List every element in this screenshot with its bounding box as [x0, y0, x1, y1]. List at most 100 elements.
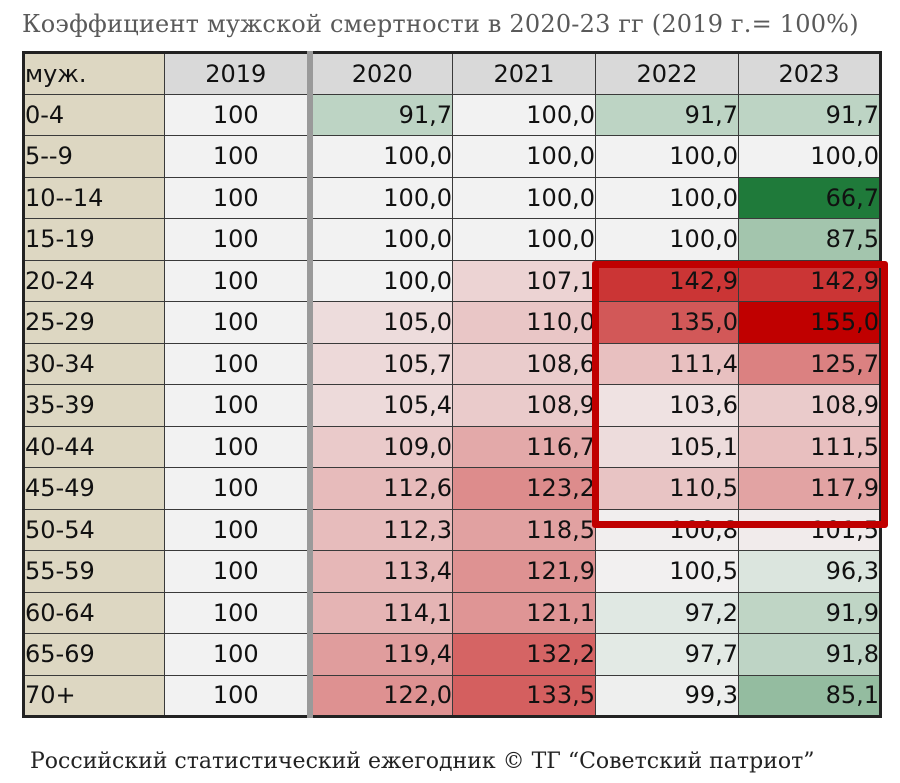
heatmap-cell: 100,0 [452, 135, 596, 178]
heatmap-cell: 100,0 [306, 176, 453, 219]
base-value-cell: 100 [164, 93, 310, 136]
heatmap-cell: 100,8 [595, 508, 739, 551]
heatmap-cell: 142,9 [595, 259, 739, 302]
table-row: 50-54 100 112,3 118,5 100,8 101,5 [23, 508, 881, 551]
heatmap-cell: 100,0 [452, 93, 596, 136]
heatmap-cell: 105,7 [306, 342, 453, 385]
column-header-base: 2019 [164, 52, 310, 95]
source-footer: Российский статистический ежегодник © ТГ… [30, 749, 815, 774]
heatmap-cell: 119,4 [306, 633, 453, 676]
base-value-cell: 100 [164, 135, 310, 178]
row-label: 30-34 [23, 342, 165, 385]
heatmap-cell: 100,0 [306, 218, 453, 261]
heatmap-cell: 100,0 [595, 176, 739, 219]
base-value-cell: 100 [164, 674, 310, 717]
heatmap-cell: 91,8 [738, 633, 881, 676]
table-row: 65-69 100 119,4 132,2 97,7 91,8 [23, 633, 881, 676]
base-value-cell: 100 [164, 301, 310, 344]
heatmap-cell: 91,7 [738, 93, 881, 136]
heatmap-cell: 112,6 [306, 467, 453, 510]
row-label: 5--9 [23, 135, 165, 178]
row-label: 55-59 [23, 550, 165, 593]
heatmap-cell: 121,9 [452, 550, 596, 593]
row-label: 45-49 [23, 467, 165, 510]
heatmap-cell: 118,5 [452, 508, 596, 551]
heatmap-cell: 111,4 [595, 342, 739, 385]
base-value-cell: 100 [164, 508, 310, 551]
table-row: 10--14 100 100,0 100,0 100,0 66,7 [23, 176, 881, 219]
base-value-cell: 100 [164, 591, 310, 634]
heatmap-cell: 100,0 [738, 135, 881, 178]
corner-label: муж. [23, 52, 165, 95]
heatmap-cell: 105,0 [306, 301, 453, 344]
heatmap-cell: 114,1 [306, 591, 453, 634]
heatmap-cell: 100,5 [595, 550, 739, 593]
heatmap-cell: 91,7 [595, 93, 739, 136]
heatmap-cell: 110,5 [595, 467, 739, 510]
table-row: 15-19 100 100,0 100,0 100,0 87,5 [23, 218, 881, 261]
heatmap-cell: 116,7 [452, 425, 596, 468]
base-value-cell: 100 [164, 425, 310, 468]
heatmap-body: 0-4 100 91,7 100,0 91,7 91,7 5--9 100 100,0 100,0… [23, 93, 881, 717]
heatmap-cell: 121,1 [452, 591, 596, 634]
heatmap-cell: 99,3 [595, 674, 739, 717]
heatmap-cell: 105,4 [306, 384, 453, 427]
heatmap-cell: 87,5 [738, 218, 881, 261]
heatmap-cell: 155,0 [738, 301, 881, 344]
column-header-1: 2021 [452, 52, 596, 95]
row-label: 65-69 [23, 633, 165, 676]
heatmap-cell: 125,7 [738, 342, 881, 385]
table-row: 35-39 100 105,4 108,9 103,6 108,9 [23, 384, 881, 427]
row-label: 35-39 [23, 384, 165, 427]
table-row: 40-44 100 109,0 116,7 105,1 111,5 [23, 425, 881, 468]
heatmap-cell: 109,0 [306, 425, 453, 468]
base-value-cell: 100 [164, 342, 310, 385]
base-value-cell: 100 [164, 550, 310, 593]
row-label: 70+ [23, 674, 165, 717]
heatmap-cell: 103,6 [595, 384, 739, 427]
heatmap-cell: 107,1 [452, 259, 596, 302]
heatmap-cell: 117,9 [738, 467, 881, 510]
heatmap-cell: 142,9 [738, 259, 881, 302]
heatmap-cell: 112,3 [306, 508, 453, 551]
heatmap-cell: 97,7 [595, 633, 739, 676]
mortality-heatmap-table: муж. 2019 2020 2021 2022 2023 0-4 100 91,7… [22, 51, 882, 718]
heatmap-cell: 66,7 [738, 176, 881, 219]
row-label: 50-54 [23, 508, 165, 551]
heatmap-cell: 105,1 [595, 425, 739, 468]
table-row: 20-24 100 100,0 107,1 142,9 142,9 [23, 259, 881, 302]
column-header-2: 2022 [595, 52, 739, 95]
base-value-cell: 100 [164, 218, 310, 261]
table-row: 45-49 100 112,6 123,2 110,5 117,9 [23, 467, 881, 510]
row-label: 40-44 [23, 425, 165, 468]
table-row: 60-64 100 114,1 121,1 97,2 91,9 [23, 591, 881, 634]
base-value-cell: 100 [164, 384, 310, 427]
heatmap-cell: 135,0 [595, 301, 739, 344]
heatmap-cell: 133,5 [452, 674, 596, 717]
column-header-3: 2023 [738, 52, 881, 95]
table-row: 30-34 100 105,7 108,6 111,4 125,7 [23, 342, 881, 385]
heatmap-cell: 100,0 [452, 176, 596, 219]
heatmap-cell: 132,2 [452, 633, 596, 676]
table-row: 70+ 100 122,0 133,5 99,3 85,1 [23, 674, 881, 717]
table-row: 25-29 100 105,0 110,0 135,0 155,0 [23, 301, 881, 344]
heatmap-cell: 101,5 [738, 508, 881, 551]
base-value-cell: 100 [164, 467, 310, 510]
heatmap-cell: 100,0 [595, 218, 739, 261]
heatmap-cell: 100,0 [306, 135, 453, 178]
heatmap-cell: 108,9 [452, 384, 596, 427]
chart-title: Коэффициент мужской смертности в 2020-23… [22, 10, 859, 38]
row-label: 20-24 [23, 259, 165, 302]
row-label: 0-4 [23, 93, 165, 136]
heatmap-cell: 110,0 [452, 301, 596, 344]
heatmap-cell: 108,6 [452, 342, 596, 385]
heatmap-cell: 100,0 [452, 218, 596, 261]
row-label: 10--14 [23, 176, 165, 219]
heatmap-cell: 91,9 [738, 591, 881, 634]
row-label: 60-64 [23, 591, 165, 634]
heatmap-cell: 123,2 [452, 467, 596, 510]
heatmap-cell: 91,7 [306, 93, 453, 136]
heatmap-cell: 97,2 [595, 591, 739, 634]
heatmap-cell: 113,4 [306, 550, 453, 593]
header-row: муж. 2019 2020 2021 2022 2023 [23, 52, 881, 95]
